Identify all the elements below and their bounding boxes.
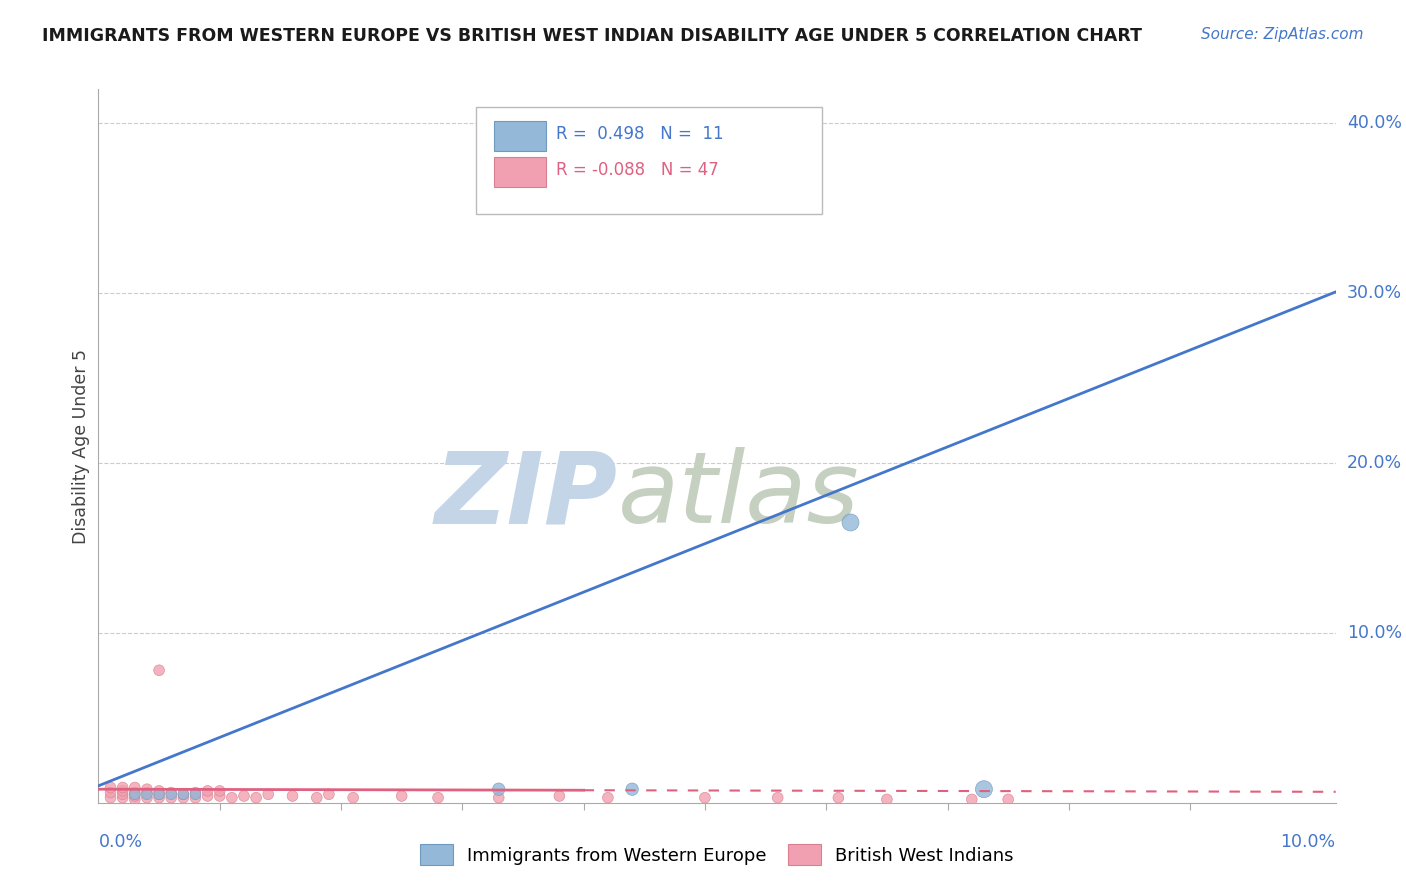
Point xyxy=(548,789,571,803)
Point xyxy=(160,790,183,805)
Point xyxy=(124,792,146,806)
Point xyxy=(997,792,1019,806)
Point xyxy=(148,663,170,677)
Point xyxy=(111,787,134,801)
Point xyxy=(693,790,716,805)
Point xyxy=(548,193,571,207)
Point xyxy=(136,790,159,805)
Point xyxy=(233,789,256,803)
Point xyxy=(124,786,146,800)
Text: R =  0.498   N =  11: R = 0.498 N = 11 xyxy=(557,125,724,143)
Point xyxy=(184,790,207,805)
Point xyxy=(172,787,194,801)
Text: 40.0%: 40.0% xyxy=(1347,114,1402,132)
Point xyxy=(391,789,413,803)
Point xyxy=(111,790,134,805)
Point xyxy=(488,790,510,805)
Point xyxy=(111,780,134,795)
Point xyxy=(488,782,510,797)
Y-axis label: Disability Age Under 5: Disability Age Under 5 xyxy=(72,349,90,543)
Point xyxy=(197,784,219,798)
Point xyxy=(136,782,159,797)
Point xyxy=(100,786,122,800)
Point xyxy=(160,786,183,800)
Point xyxy=(172,787,194,801)
Text: IMMIGRANTS FROM WESTERN EUROPE VS BRITISH WEST INDIAN DISABILITY AGE UNDER 5 COR: IMMIGRANTS FROM WESTERN EUROPE VS BRITIS… xyxy=(42,27,1142,45)
Point xyxy=(245,790,267,805)
Point xyxy=(876,792,898,806)
Point xyxy=(100,780,122,795)
Point xyxy=(124,789,146,803)
Text: 10.0%: 10.0% xyxy=(1281,833,1336,851)
Text: ZIP: ZIP xyxy=(434,448,619,544)
FancyBboxPatch shape xyxy=(495,121,547,152)
FancyBboxPatch shape xyxy=(495,157,547,187)
Point xyxy=(305,790,328,805)
Point xyxy=(973,782,995,797)
Point xyxy=(342,790,364,805)
Point xyxy=(208,789,231,803)
Point xyxy=(596,790,619,805)
FancyBboxPatch shape xyxy=(475,107,823,214)
Point xyxy=(184,786,207,800)
Point xyxy=(827,790,849,805)
Text: R = -0.088   N = 47: R = -0.088 N = 47 xyxy=(557,161,718,178)
Point xyxy=(621,782,644,797)
Point xyxy=(208,784,231,798)
Point xyxy=(148,790,170,805)
Point xyxy=(124,787,146,801)
Point xyxy=(148,784,170,798)
Point xyxy=(184,787,207,801)
Point xyxy=(172,790,194,805)
Point xyxy=(111,784,134,798)
Text: 30.0%: 30.0% xyxy=(1347,284,1402,302)
Legend: Immigrants from Western Europe, British West Indians: Immigrants from Western Europe, British … xyxy=(420,845,1014,865)
Point xyxy=(427,790,450,805)
Point xyxy=(839,516,862,530)
Point xyxy=(124,780,146,795)
Point xyxy=(136,787,159,801)
Text: atlas: atlas xyxy=(619,448,859,544)
Point xyxy=(960,792,983,806)
Point xyxy=(281,789,304,803)
Point xyxy=(221,790,243,805)
Text: 20.0%: 20.0% xyxy=(1347,454,1402,472)
Point xyxy=(148,787,170,801)
Point xyxy=(160,787,183,801)
Point xyxy=(766,790,789,805)
Text: 10.0%: 10.0% xyxy=(1347,624,1402,642)
Text: Source: ZipAtlas.com: Source: ZipAtlas.com xyxy=(1201,27,1364,42)
Point xyxy=(136,786,159,800)
Point xyxy=(257,787,280,801)
Point xyxy=(148,787,170,801)
Text: 0.0%: 0.0% xyxy=(98,833,142,851)
Point xyxy=(318,787,340,801)
Point xyxy=(100,790,122,805)
Point xyxy=(197,789,219,803)
